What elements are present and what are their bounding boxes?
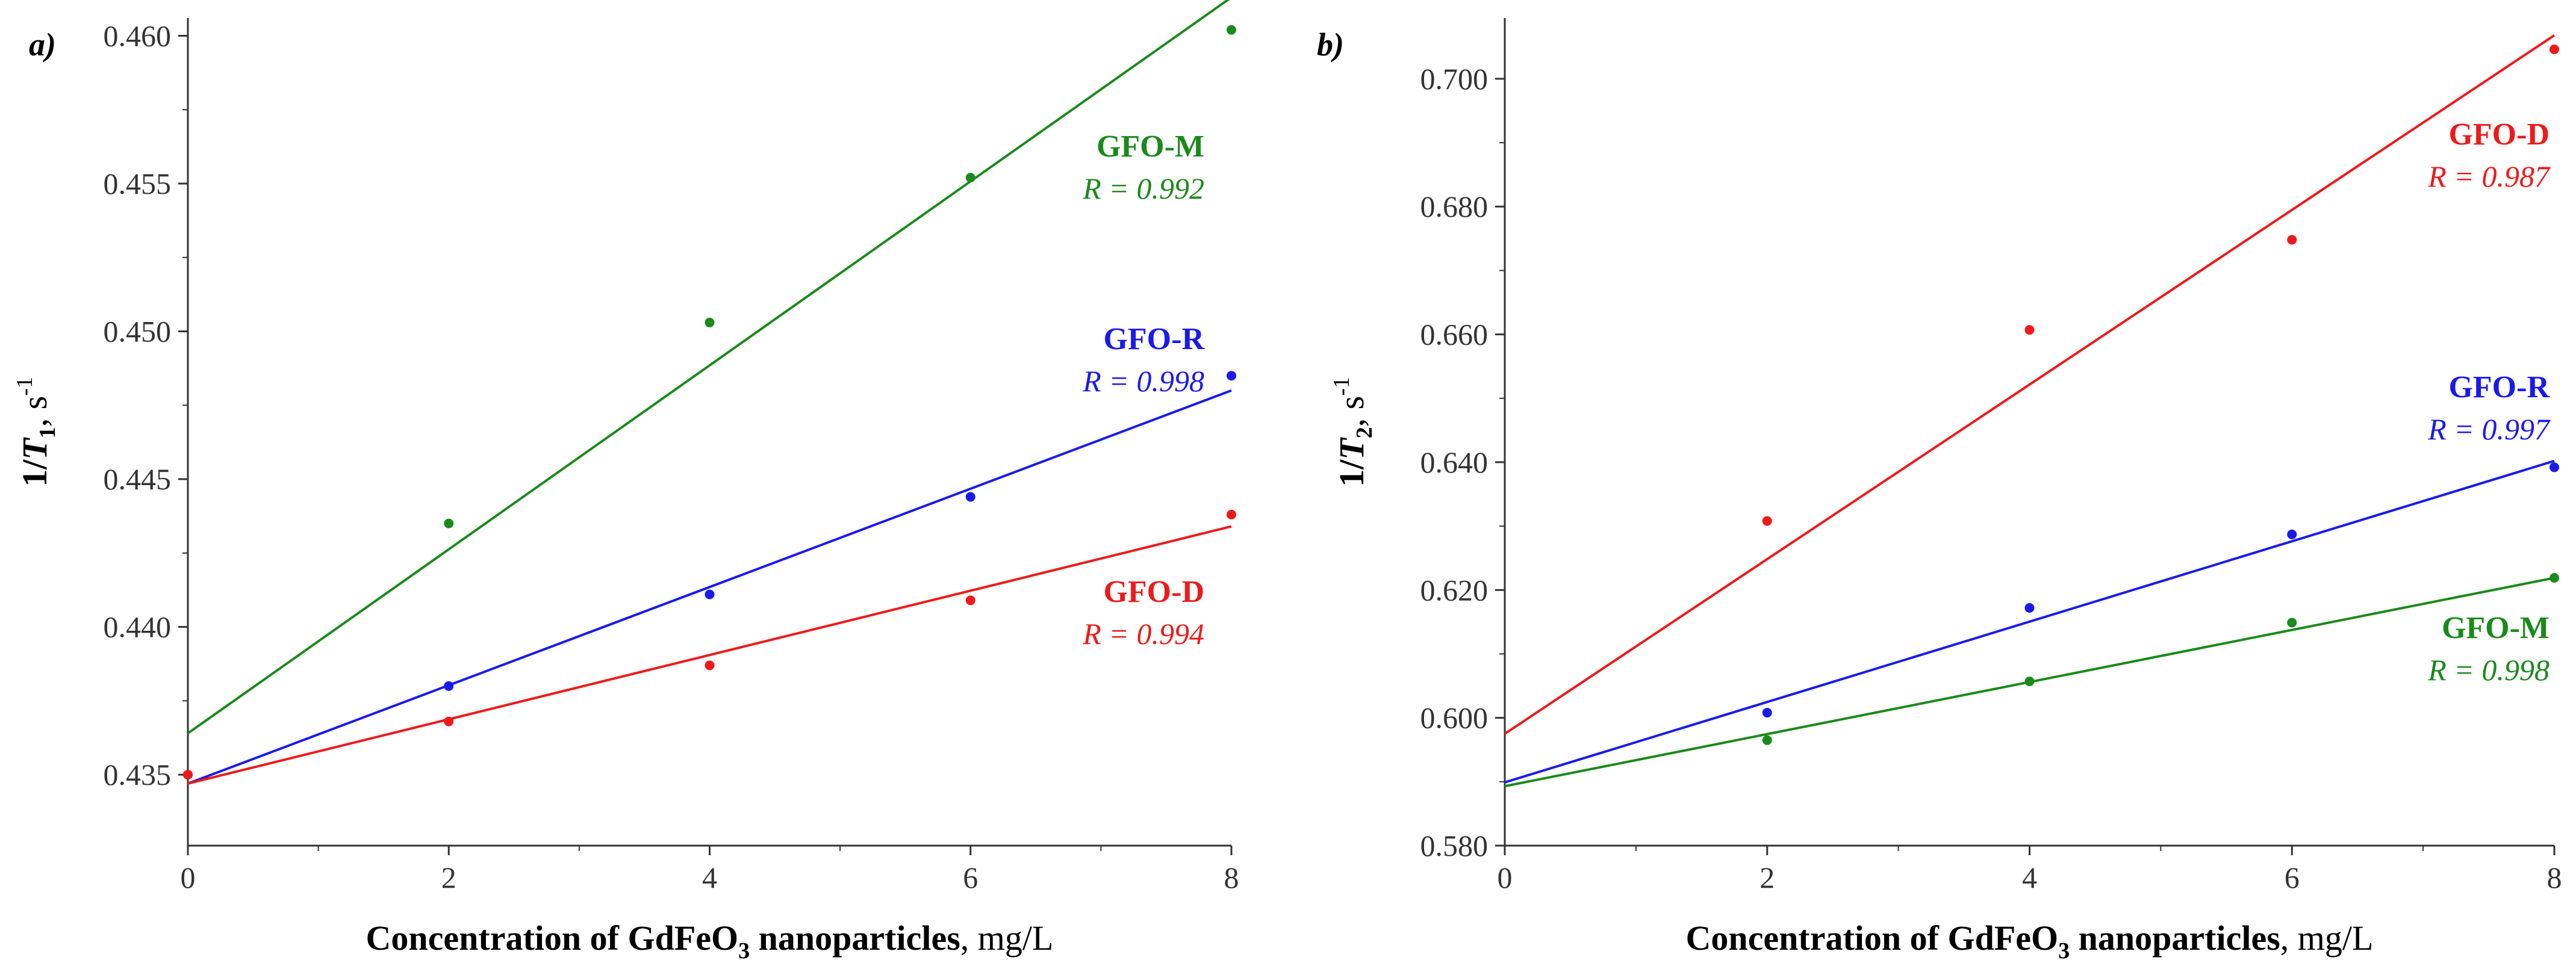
- series-r-value: R = 0.992: [1082, 172, 1204, 205]
- x-tick-label: 8: [2547, 861, 2562, 894]
- x-axis-title-rest: nanoparticles: [2070, 918, 2280, 958]
- y-tick-label: 0.680: [1420, 190, 1489, 223]
- y-axis-title-subscript: 2: [1352, 427, 1377, 438]
- x-tick-label: 4: [702, 861, 717, 894]
- x-axis-title-subscript: 3: [2058, 938, 2070, 964]
- data-point-gfo-r: [965, 492, 975, 502]
- data-point-gfo-d: [1227, 510, 1236, 519]
- data-point-gfo-r: [705, 589, 715, 599]
- series-gfo-r: GFO-R R = 0.997: [1504, 370, 2559, 784]
- series-label: GFO-D: [2448, 117, 2550, 152]
- y-axis-title-unit-superscript: -1: [1329, 377, 1354, 396]
- panel-label: a): [29, 26, 56, 63]
- y-axis-title: 1/T1, s-1: [12, 377, 60, 487]
- y-axis-title: 1/T2, s-1: [1329, 377, 1377, 487]
- y-axis-title-prefix: 1/: [15, 459, 54, 487]
- fit-line-gfo-d: [1504, 34, 2556, 735]
- y-tick-label: 0.580: [1420, 829, 1489, 862]
- chart-panel-b: 0 2 4 6 8 0.580 0.600 0.620 0.640 0.660 0.680 0.700…: [1317, 18, 2562, 964]
- x-tick-label: 6: [963, 861, 978, 894]
- series-r-value: R = 0.997: [2427, 412, 2551, 446]
- data-point-gfo-d: [2550, 45, 2559, 55]
- x-tick-label: 2: [441, 861, 456, 894]
- y-axis-title-prefix: 1/: [1332, 459, 1371, 487]
- data-point-gfo-r: [2550, 462, 2559, 472]
- x-axis-title: Concentration of GdFeO3 nanoparticles, m…: [366, 918, 1054, 964]
- x-axis-title-unit: , mg/L: [960, 918, 1054, 958]
- panel-label: b): [1317, 26, 1344, 63]
- series-r-value: R = 0.994: [1082, 617, 1204, 651]
- x-tick-label: 2: [1759, 861, 1775, 894]
- x-axis-title-main: Concentration of GdFeO: [366, 918, 739, 958]
- y-tick-label: 0.450: [104, 315, 172, 348]
- series-r-value: R = 0.998: [1082, 364, 1204, 398]
- series-r-value: R = 0.987: [2427, 159, 2551, 193]
- data-point-gfo-r: [2024, 603, 2035, 613]
- series-gfo-m: GFO-M R = 0.992: [183, 0, 1236, 780]
- data-point-gfo-m: [705, 317, 715, 327]
- y-axis-title-unit-superscript: -1: [12, 377, 37, 396]
- y-axis-title-unit: , s: [1332, 396, 1371, 427]
- data-point-gfo-r: [2287, 529, 2297, 539]
- data-point-gfo-m: [2024, 677, 2035, 687]
- y-tick-label: 0.460: [104, 19, 172, 52]
- data-point-gfo-d: [1762, 516, 1772, 526]
- series-gfo-d: GFO-D R = 0.987: [1504, 34, 2559, 735]
- fit-line-gfo-d: [187, 525, 1232, 785]
- y-axis-title-variable: T: [1332, 437, 1371, 460]
- y-tick-label: 0.640: [1420, 445, 1489, 479]
- data-point-gfo-m: [444, 518, 454, 528]
- series-label: GFO-M: [2442, 611, 2550, 645]
- y-tick-label: 0.455: [104, 167, 172, 200]
- data-point-gfo-d: [2287, 235, 2297, 245]
- x-tick-label: 6: [2285, 861, 2300, 894]
- x-axis-title-main: Concentration of GdFeO: [1686, 918, 2059, 958]
- data-point-gfo-m: [2550, 573, 2559, 583]
- y-axis-title-variable: T: [15, 437, 54, 460]
- y-tick-label: 0.660: [1420, 318, 1489, 351]
- x-axis-title: Concentration of GdFeO3 nanoparticles, m…: [1686, 918, 2374, 964]
- fit-line-gfo-m: [187, 0, 1230, 735]
- series-label: GFO-R: [2448, 370, 2550, 404]
- series-label: GFO-D: [1103, 575, 1204, 609]
- series-r-value: R = 0.998: [2427, 653, 2550, 687]
- series-gfo-m: GFO-M R = 0.998: [1504, 573, 2559, 788]
- chart-panel-a: 0 2 4 6 8 0.435 0.440 0.445 0.450 0.455 0.460 a) Con…: [12, 0, 1239, 964]
- data-point-gfo-m: [1762, 735, 1772, 745]
- series-label: GFO-M: [1097, 129, 1204, 164]
- data-point-gfo-m: [2287, 618, 2297, 628]
- data-point-gfo-d: [183, 770, 193, 780]
- x-tick-label: 0: [1498, 861, 1513, 894]
- x-tick-label: 4: [2022, 861, 2037, 894]
- fit-line-gfo-r: [1504, 459, 2555, 784]
- data-point-gfo-d: [965, 595, 975, 605]
- data-point-gfo-d: [705, 660, 715, 670]
- series-gfo-r: GFO-R R = 0.998: [183, 322, 1236, 785]
- data-point-gfo-d: [2024, 325, 2035, 335]
- x-axis-title-subscript: 3: [738, 938, 750, 964]
- y-tick-label: 0.700: [1420, 62, 1489, 96]
- series-label: GFO-R: [1103, 322, 1205, 356]
- series-gfo-d: GFO-D R = 0.994: [183, 510, 1236, 785]
- data-point-gfo-r: [1227, 371, 1236, 381]
- y-tick-label: 0.445: [104, 462, 172, 496]
- x-axis-title-unit: , mg/L: [2280, 918, 2374, 958]
- data-point-gfo-d: [444, 716, 454, 726]
- y-axis-title-subscript: 1: [35, 427, 60, 438]
- fit-line-gfo-r: [187, 389, 1232, 785]
- x-tick-label: 0: [181, 861, 196, 894]
- y-tick-label: 0.435: [104, 758, 172, 791]
- data-point-gfo-r: [444, 681, 454, 691]
- y-tick-label: 0.600: [1420, 701, 1489, 735]
- data-point-gfo-m: [1227, 25, 1236, 35]
- y-axis-title-unit: , s: [15, 396, 54, 427]
- data-point-gfo-m: [965, 173, 975, 183]
- y-tick-label: 0.620: [1420, 573, 1489, 607]
- data-point-gfo-r: [1762, 708, 1772, 718]
- x-axis-title-rest: nanoparticles: [750, 918, 960, 958]
- y-tick-label: 0.440: [104, 610, 172, 644]
- x-tick-label: 8: [1224, 861, 1239, 894]
